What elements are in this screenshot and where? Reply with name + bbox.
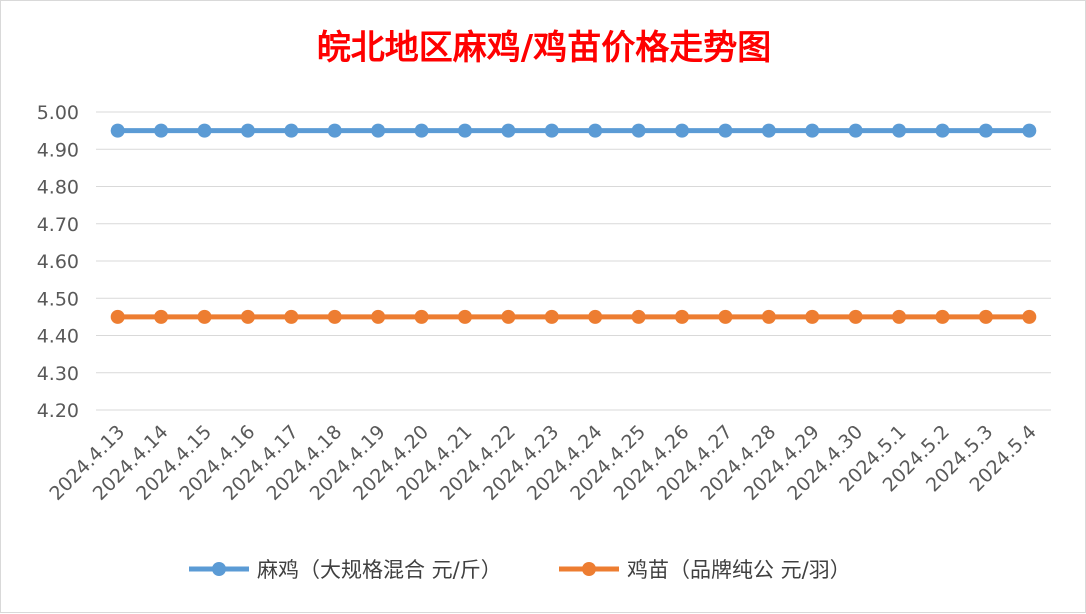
data-point bbox=[327, 309, 342, 324]
grid-lines bbox=[96, 111, 1051, 411]
data-point bbox=[675, 123, 690, 138]
data-point bbox=[1022, 309, 1037, 324]
data-point bbox=[588, 309, 603, 324]
data-point bbox=[240, 309, 255, 324]
data-point bbox=[501, 309, 516, 324]
data-point bbox=[718, 309, 733, 324]
data-point bbox=[457, 123, 472, 138]
data-point bbox=[978, 309, 993, 324]
data-point bbox=[978, 123, 993, 138]
data-point bbox=[197, 123, 212, 138]
x-axis-ticks: 2024.4.132024.4.142024.4.152024.4.162024… bbox=[45, 421, 1041, 505]
y-tick-label: 5.00 bbox=[37, 102, 79, 124]
data-point bbox=[892, 309, 907, 324]
y-axis-ticks: 4.20 4.30 4.40 4.50 4.60 4.70 4.80 4.90 5.00 bbox=[37, 102, 79, 422]
y-tick-label: 4.20 bbox=[37, 400, 79, 422]
y-tick-label: 4.70 bbox=[37, 214, 79, 236]
legend-label: 麻鸡（大规格混合 元/斤） bbox=[257, 558, 502, 582]
data-point bbox=[675, 309, 690, 324]
y-tick-label: 4.90 bbox=[37, 139, 79, 161]
data-point bbox=[327, 123, 342, 138]
data-point bbox=[371, 309, 386, 324]
data-point bbox=[154, 309, 169, 324]
data-point bbox=[588, 123, 603, 138]
data-point bbox=[805, 123, 820, 138]
data-point bbox=[414, 309, 429, 324]
data-point bbox=[197, 309, 212, 324]
series-lines bbox=[110, 123, 1037, 324]
data-point bbox=[240, 123, 255, 138]
legend-label: 鸡苗（品牌纯公 元/羽） bbox=[627, 558, 851, 582]
y-tick-label: 4.50 bbox=[37, 288, 79, 310]
data-point bbox=[284, 123, 299, 138]
y-tick-label: 4.40 bbox=[37, 326, 79, 348]
data-point bbox=[544, 123, 559, 138]
chart-title: 皖北地区麻鸡/鸡苗价格走势图 bbox=[317, 28, 771, 68]
legend-swatch-marker bbox=[212, 562, 226, 576]
data-point bbox=[284, 309, 299, 324]
data-point bbox=[631, 309, 646, 324]
data-point bbox=[761, 309, 776, 324]
data-point bbox=[935, 123, 950, 138]
data-point bbox=[631, 123, 646, 138]
data-point bbox=[371, 123, 386, 138]
data-point bbox=[848, 123, 863, 138]
data-point bbox=[805, 309, 820, 324]
data-point bbox=[457, 309, 472, 324]
legend: 麻鸡（大规格混合 元/斤） 鸡苗（品牌纯公 元/羽） bbox=[189, 558, 851, 582]
data-point bbox=[1022, 123, 1037, 138]
data-point bbox=[761, 123, 776, 138]
y-tick-label: 4.80 bbox=[37, 177, 79, 199]
data-point bbox=[110, 309, 125, 324]
legend-swatch-marker bbox=[582, 562, 596, 576]
data-point bbox=[414, 123, 429, 138]
data-point bbox=[544, 309, 559, 324]
data-point bbox=[718, 123, 733, 138]
data-point bbox=[848, 309, 863, 324]
data-point bbox=[154, 123, 169, 138]
data-point bbox=[892, 123, 907, 138]
y-tick-label: 4.60 bbox=[37, 251, 79, 273]
data-point bbox=[501, 123, 516, 138]
data-point bbox=[935, 309, 950, 324]
y-tick-label: 4.30 bbox=[37, 363, 79, 385]
data-point bbox=[110, 123, 125, 138]
